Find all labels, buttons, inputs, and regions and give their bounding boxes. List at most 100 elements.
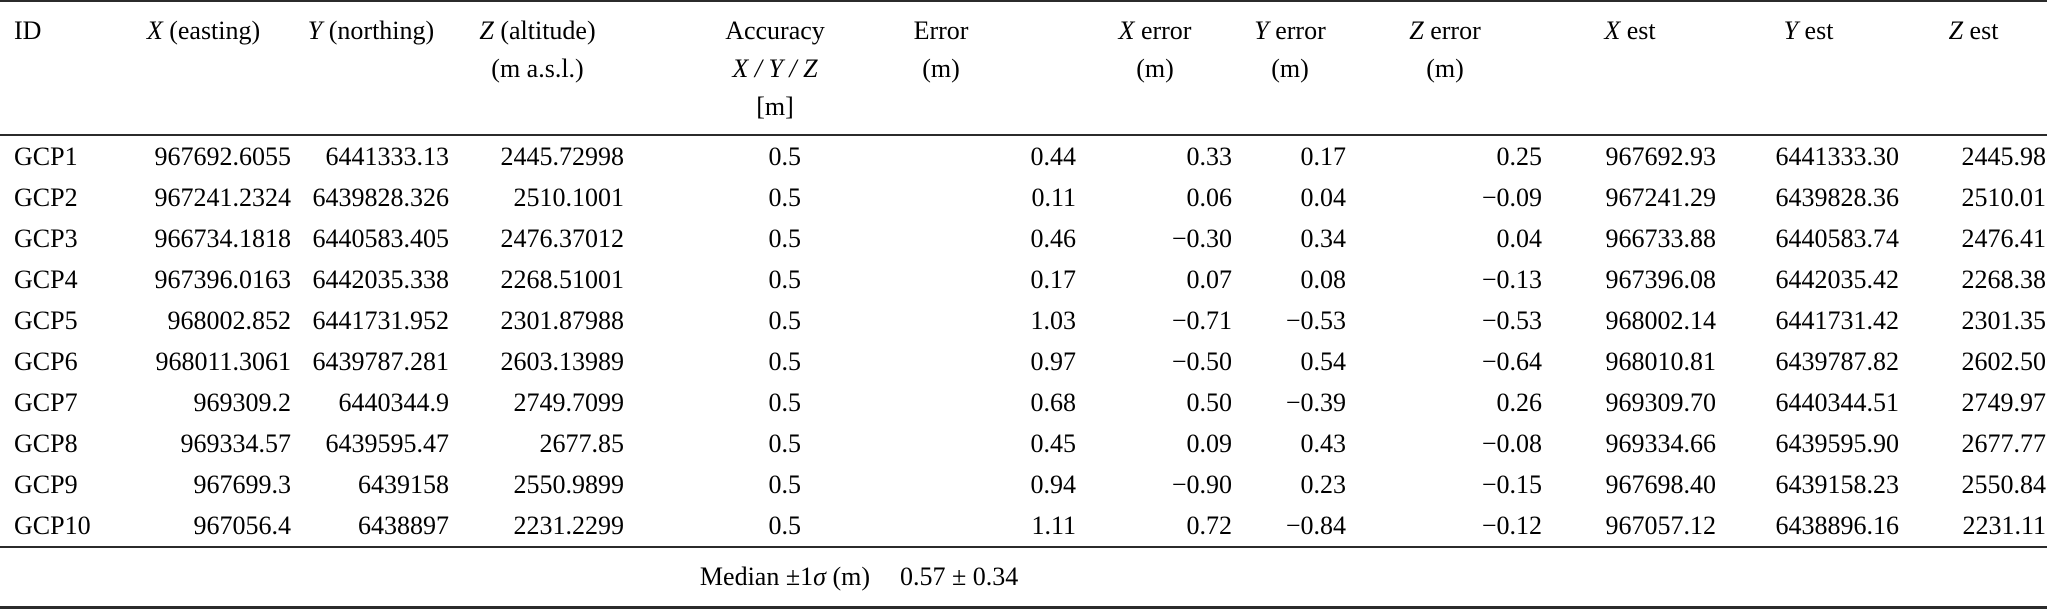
cell-accuracy: 0.5 — [768, 183, 802, 212]
cell-x-est: 967692.93 — [1605, 142, 1717, 171]
col-header-x-easting: X (easting) — [115, 1, 292, 136]
cell-y-est: 6440344.51 — [1775, 388, 1900, 417]
cell-y-northing: 6439828.326 — [312, 183, 450, 212]
cell-accuracy: 0.5 — [768, 429, 802, 458]
cell-z-error: −0.09 — [1481, 183, 1542, 212]
cell-x-error: 0.33 — [1186, 142, 1233, 171]
cell-x-easting: 969334.57 — [180, 429, 292, 458]
cell-y-est: 6441333.30 — [1775, 142, 1900, 171]
cell-accuracy: 0.5 — [768, 511, 802, 540]
cell-x-est: 967396.08 — [1605, 265, 1717, 294]
header-unit: (m a.s.l.) — [491, 54, 584, 83]
cell-error: 0.97 — [1030, 347, 1077, 376]
cell-x-easting: 968002.852 — [167, 306, 292, 335]
cell-y-northing: 6441333.13 — [325, 142, 450, 171]
cell-z-altitude: 2445.72998 — [500, 142, 625, 171]
cell-x-est: 969334.66 — [1605, 429, 1717, 458]
cell-accuracy: 0.5 — [768, 388, 802, 417]
cell-x-easting: 967056.4 — [193, 511, 292, 540]
header-label: Y (northing) — [307, 16, 435, 45]
table-header: ID X (easting) Y (northing) Z (altitude)… — [0, 1, 2047, 136]
cell-x-error: −0.90 — [1171, 470, 1232, 499]
cell-accuracy: 0.5 — [768, 347, 802, 376]
cell-z-error: 0.25 — [1496, 142, 1543, 171]
cell-y-error: 0.34 — [1300, 224, 1347, 253]
col-header-z-error: Z error (m) — [1347, 1, 1543, 136]
table-footer: Median ±1σ (m) 0.57 ± 0.34 — [0, 546, 2047, 609]
cell-x-est: 968010.81 — [1605, 347, 1717, 376]
cell-x-easting: 968011.3061 — [155, 347, 291, 376]
cell-accuracy: 0.5 — [768, 265, 802, 294]
header-unit: (m) — [922, 54, 960, 83]
cell-y-error: 0.23 — [1300, 470, 1347, 499]
header-label: Error (m) — [913, 16, 969, 83]
cell-x-easting: 969309.2 — [193, 388, 292, 417]
table-row: GCP6 968011.3061 6439787.281 2603.13989 0.5 0… — [0, 341, 2047, 382]
table-row: GCP10 967056.4 6438897 2231.2299 0.5 1.11 0.72… — [0, 505, 2047, 547]
header-label: X est — [1604, 16, 1656, 45]
cell-id: GCP4 — [14, 265, 78, 294]
header-unit: [m] — [756, 92, 794, 121]
cell-z-error: −0.13 — [1481, 265, 1542, 294]
cell-y-est: 6439158.23 — [1775, 470, 1900, 499]
cell-y-est: 6439787.82 — [1775, 347, 1900, 376]
cell-z-altitude: 2550.9899 — [513, 470, 625, 499]
col-header-y-northing: Y (northing) — [292, 1, 450, 136]
cell-y-error: 0.04 — [1300, 183, 1347, 212]
cell-y-error: −0.39 — [1285, 388, 1346, 417]
col-header-accuracy: Accuracy X / Y / Z [m] — [625, 1, 825, 136]
cell-y-est: 6439595.90 — [1775, 429, 1900, 458]
header-label: Y error (m) — [1254, 16, 1326, 83]
cell-y-northing: 6440344.9 — [338, 388, 450, 417]
cell-z-altitude: 2476.37012 — [500, 224, 625, 253]
cell-x-error: −0.71 — [1171, 306, 1232, 335]
cell-y-est: 6442035.42 — [1775, 265, 1900, 294]
cell-x-error: 0.50 — [1186, 388, 1233, 417]
cell-x-est: 968002.14 — [1605, 306, 1717, 335]
cell-accuracy: 0.5 — [768, 470, 802, 499]
cell-x-error: −0.30 — [1171, 224, 1232, 253]
cell-z-error: 0.04 — [1496, 224, 1543, 253]
cell-z-error: −0.53 — [1481, 306, 1542, 335]
cell-id: GCP9 — [14, 470, 78, 499]
footer-row: Median ±1σ (m) 0.57 ± 0.34 — [0, 546, 2047, 609]
cell-error: 0.46 — [1030, 224, 1077, 253]
cell-z-altitude: 2677.85 — [539, 429, 625, 458]
cell-y-error: −0.84 — [1285, 511, 1346, 540]
cell-x-error: 0.06 — [1186, 183, 1233, 212]
cell-y-est: 6439828.36 — [1775, 183, 1900, 212]
table-row: GCP5 968002.852 6441731.952 2301.87988 0.5 1.… — [0, 300, 2047, 341]
cell-y-northing: 6438897 — [358, 511, 449, 540]
cell-y-northing: 6439158 — [358, 470, 449, 499]
cell-y-northing: 6439595.47 — [325, 429, 450, 458]
cell-x-easting: 966734.1818 — [154, 224, 292, 253]
cell-z-est: 2231.11 — [1962, 511, 2046, 540]
cell-y-error: 0.43 — [1300, 429, 1347, 458]
col-header-y-error: Y error (m) — [1233, 1, 1347, 136]
cell-z-error: −0.15 — [1481, 470, 1542, 499]
cell-id: GCP1 — [14, 142, 78, 171]
cell-y-est: 6441731.42 — [1775, 306, 1900, 335]
median-label: Median ±1σ (m) — [699, 562, 870, 591]
cell-x-error: 0.72 — [1186, 511, 1233, 540]
col-header-x-est: X est — [1543, 1, 1717, 136]
cell-x-easting: 967699.3 — [193, 470, 292, 499]
cell-y-error: 0.54 — [1300, 347, 1347, 376]
cell-error: 0.11 — [1031, 183, 1076, 212]
cell-accuracy: 0.5 — [768, 306, 802, 335]
cell-z-altitude: 2749.7099 — [513, 388, 625, 417]
table-body: GCP1 967692.6055 6441333.13 2445.72998 0.5 0.… — [0, 135, 2047, 547]
cell-z-est: 2445.98 — [1961, 142, 2047, 171]
col-header-y-est: Y est — [1717, 1, 1900, 136]
cell-z-error: −0.08 — [1481, 429, 1542, 458]
col-header-error: Error (m) — [805, 1, 1077, 136]
cell-z-est: 2510.01 — [1961, 183, 2047, 212]
cell-x-error: 0.09 — [1186, 429, 1233, 458]
header-unit: (m) — [1426, 54, 1464, 83]
cell-y-est: 6438896.16 — [1775, 511, 1900, 540]
cell-error: 0.94 — [1030, 470, 1077, 499]
col-header-z-est: Z est — [1900, 1, 2047, 136]
header-label: ID — [14, 16, 42, 45]
header-label: Accuracy X / Y / Z [m] — [725, 16, 825, 121]
cell-x-est: 967057.12 — [1605, 511, 1717, 540]
